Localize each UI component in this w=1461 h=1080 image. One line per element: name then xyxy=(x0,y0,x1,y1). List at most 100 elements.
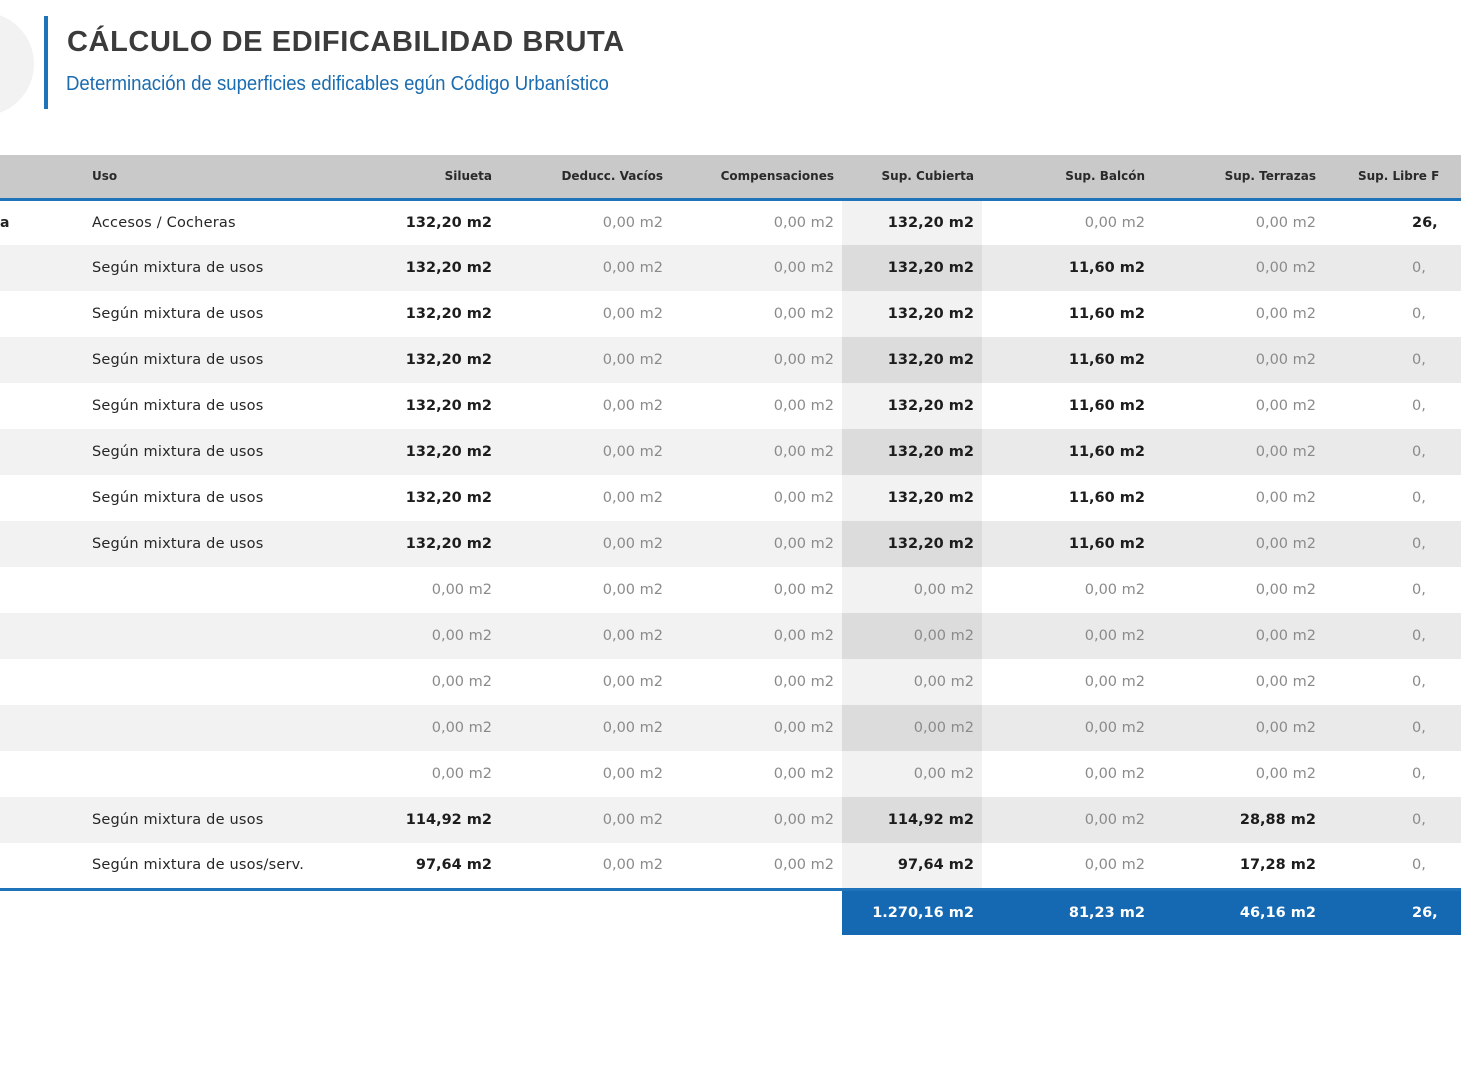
totals-row: 1.270,16 m2 81,23 m2 46,16 m2 26, xyxy=(0,889,1461,935)
row-sup-cubierta: 97,64 m2 xyxy=(842,843,982,891)
row-uso: Según mixtura de usos xyxy=(92,490,264,506)
row-uso: Según mixtura de usos xyxy=(92,260,264,276)
row-silueta: 0,00 m2 xyxy=(431,674,492,690)
row-uso xyxy=(90,613,350,659)
header-deducc-vacios: Deducc. Vacíos xyxy=(500,155,671,201)
row-sup-cubierta: 132,20 m2 xyxy=(842,429,982,475)
row-compensaciones: 0,00 m2 xyxy=(773,766,834,782)
row-compensaciones: 0,00 m2 xyxy=(773,720,834,736)
row-sup-libre: 0, xyxy=(1324,613,1461,659)
row-sup-cubierta: 132,20 m2 xyxy=(842,337,982,383)
row-uso: Según mixtura de usos xyxy=(92,398,264,414)
row-silueta: 97,64 m2 xyxy=(350,843,500,891)
row-silueta: 132,20 m2 xyxy=(405,260,492,276)
header-sup-terrazas: Sup. Terrazas xyxy=(1153,155,1324,201)
row-first-cell xyxy=(0,429,90,475)
row-sup-terrazas: 0,00 m2 xyxy=(1153,705,1324,751)
row-sup-cubierta: 132,20 m2 xyxy=(842,475,982,521)
row-first-cell xyxy=(0,521,90,567)
table-row: 0,00 m2 0,00 m2 0,00 m2 0,00 m2 0,00 m2 0,00 … xyxy=(0,659,1461,705)
row-sup-cubierta: 132,20 m2 xyxy=(842,383,982,429)
row-sup-balcon: 11,60 m2 xyxy=(1068,490,1145,506)
row-first-cell xyxy=(0,751,90,797)
table-row: Según mixtura de usos 132,20 m2 0,00 m2 0,0… xyxy=(0,291,1461,337)
row-uso: Según mixtura de usos xyxy=(92,352,264,368)
row-silueta: 0,00 m2 xyxy=(431,766,492,782)
table-row: Según mixtura de usos 132,20 m2 0,00 m2 0,0… xyxy=(0,475,1461,521)
row-first-cell xyxy=(0,383,90,429)
table-row: Según mixtura de usos 132,20 m2 0,00 m2 0,0… xyxy=(0,245,1461,291)
row-sup-libre: 0, xyxy=(1324,429,1461,475)
row-sup-libre: 0, xyxy=(1412,674,1426,690)
row-deducc-vacios: 0,00 m2 xyxy=(602,260,663,276)
row-deducc-vacios: 0,00 m2 xyxy=(602,628,663,644)
row-silueta: 132,20 m2 xyxy=(405,536,492,552)
row-sup-cubierta: 0,00 m2 xyxy=(842,659,982,705)
row-sup-balcon: 11,60 m2 xyxy=(1068,306,1145,322)
row-compensaciones: 0,00 m2 xyxy=(773,306,834,322)
row-compensaciones: 0,00 m2 xyxy=(773,490,834,506)
row-compensaciones: 0,00 m2 xyxy=(773,536,834,552)
row-sup-balcon: 11,60 m2 xyxy=(982,429,1153,475)
row-first-cell xyxy=(0,475,90,521)
row-sup-balcon: 11,60 m2 xyxy=(982,337,1153,383)
row-first-cell xyxy=(0,337,90,383)
row-sup-terrazas: 0,00 m2 xyxy=(1255,398,1316,414)
row-sup-cubierta: 114,92 m2 xyxy=(842,797,982,843)
row-first-cell xyxy=(0,659,90,705)
row-sup-terrazas: 0,00 m2 xyxy=(1255,674,1316,690)
row-sup-libre: 0, xyxy=(1324,705,1461,751)
row-sup-terrazas: 28,88 m2 xyxy=(1153,797,1324,843)
row-compensaciones: 0,00 m2 xyxy=(773,582,834,598)
row-sup-balcon: 0,00 m2 xyxy=(982,613,1153,659)
row-sup-balcon: 0,00 m2 xyxy=(1084,766,1145,782)
row-uso: Según mixtura de usos xyxy=(92,536,264,552)
row-sup-balcon: 0,00 m2 xyxy=(1084,214,1145,231)
table-row: Según mixtura de usos/serv. 97,64 m2 0,00 … xyxy=(0,843,1461,891)
row-deducc-vacios: 0,00 m2 xyxy=(602,582,663,598)
table-row: 0,00 m2 0,00 m2 0,00 m2 0,00 m2 0,00 m2 0,00 … xyxy=(0,705,1461,751)
header-compensaciones: Compensaciones xyxy=(671,155,842,201)
row-sup-libre: 0, xyxy=(1412,490,1426,506)
row-sup-libre: 0, xyxy=(1412,582,1426,598)
row-silueta: 132,20 m2 xyxy=(405,490,492,506)
row-sup-libre: 0, xyxy=(1412,306,1426,322)
row-sup-terrazas: 0,00 m2 xyxy=(1153,245,1324,291)
row-deducc-vacios: 0,00 m2 xyxy=(602,812,663,828)
row-silueta: 132,20 m2 xyxy=(405,214,492,231)
header-sup-libre: Sup. Libre F xyxy=(1324,155,1461,201)
row-sup-balcon: 11,60 m2 xyxy=(982,245,1153,291)
row-compensaciones: 0,00 m2 xyxy=(773,214,834,231)
header-cell-blank xyxy=(0,155,90,201)
row-uso xyxy=(90,705,350,751)
row-silueta: 132,20 m2 xyxy=(405,398,492,414)
table-row: Según mixtura de usos 132,20 m2 0,00 m2 0,0… xyxy=(0,521,1461,567)
table-row: 0,00 m2 0,00 m2 0,00 m2 0,00 m2 0,00 m2 0,00 … xyxy=(0,751,1461,797)
row-sup-cubierta: 132,20 m2 xyxy=(842,291,982,337)
row-deducc-vacios: 0,00 m2 xyxy=(602,444,663,460)
table-header-row: Uso Silueta Deducc. Vacíos Compensacione… xyxy=(0,155,1461,201)
row-sup-libre: 0, xyxy=(1324,843,1461,891)
row-first-cell xyxy=(0,797,90,843)
row-sup-terrazas: 0,00 m2 xyxy=(1153,429,1324,475)
row-sup-balcon: 11,60 m2 xyxy=(982,521,1153,567)
row-compensaciones: 0,00 m2 xyxy=(773,352,834,368)
row-compensaciones: 0,00 m2 xyxy=(773,444,834,460)
header-sup-balcon: Sup. Balcón xyxy=(982,155,1153,201)
row-sup-terrazas: 0,00 m2 xyxy=(1255,582,1316,598)
decorative-circle xyxy=(0,12,34,116)
row-deducc-vacios: 0,00 m2 xyxy=(602,536,663,552)
row-compensaciones: 0,00 m2 xyxy=(773,812,834,828)
row-uso xyxy=(90,567,350,613)
row-sup-balcon: 0,00 m2 xyxy=(982,843,1153,891)
row-sup-cubierta: 0,00 m2 xyxy=(842,567,982,613)
row-sup-cubierta: 132,20 m2 xyxy=(842,199,982,245)
row-deducc-vacios: 0,00 m2 xyxy=(602,398,663,414)
row-silueta: 0,00 m2 xyxy=(431,628,492,644)
row-sup-cubierta: 132,20 m2 xyxy=(842,521,982,567)
row-sup-libre: 0, xyxy=(1324,245,1461,291)
row-deducc-vacios: 0,00 m2 xyxy=(602,352,663,368)
row-deducc-vacios: 0,00 m2 xyxy=(602,720,663,736)
row-sup-cubierta: 0,00 m2 xyxy=(842,613,982,659)
page-subtitle: Determinación de superficies edificables… xyxy=(66,73,609,95)
